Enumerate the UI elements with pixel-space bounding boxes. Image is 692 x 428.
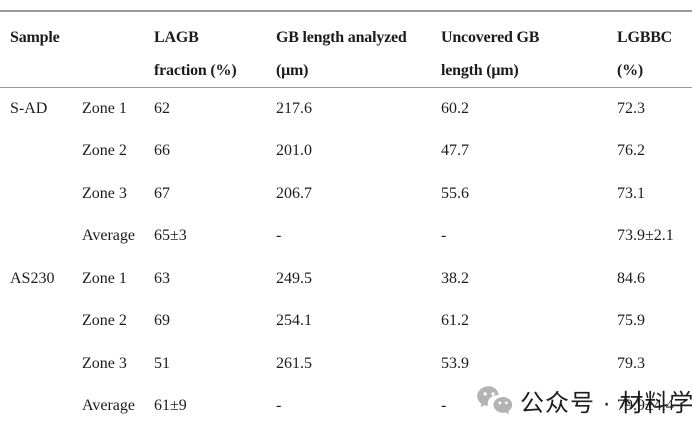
table-row: Average 65±3 - - 73.9±2.1 [0, 215, 692, 258]
table-cell: - [441, 397, 447, 415]
table-cell: 61.2 [441, 312, 469, 330]
table-cell: Zone 1 [82, 100, 127, 117]
table-cell: 261.5 [276, 354, 312, 372]
table-cell: Zone 1 [82, 269, 127, 287]
table-cell: 38.2 [441, 269, 469, 287]
table-cell [0, 130, 72, 173]
table-cell: 84.6 [617, 269, 645, 287]
table-cell: 47.7 [441, 142, 469, 160]
table-cell: S-AD [10, 100, 48, 117]
table-row: Zone 3 67 206.7 55.6 73.1 [0, 173, 692, 216]
column-header-5: LGBBC (%) [607, 11, 692, 88]
table-cell: Zone 2 [82, 312, 127, 330]
column-header-line2: (%) [617, 62, 644, 79]
column-header-4: Uncovered GB length (μm) [431, 11, 607, 88]
column-header-2: LAGB fraction (%) [144, 11, 266, 88]
table-body: S-AD Zone 1 62 217.6 60.2 72.3 Zone 2 66 201.0 47… [0, 88, 692, 428]
table-header: Sample LAGB fraction (%) GB length analyzed… [0, 11, 692, 88]
table-cell: 76.2 [617, 142, 645, 160]
table-cell: 55.6 [441, 184, 469, 202]
table-cell: 51 [154, 354, 170, 372]
table-cell: Zone 2 [82, 142, 127, 160]
table-cell: 67 [154, 184, 170, 202]
table-cell: 75.9 [617, 312, 645, 330]
table-cell: 217.6 [276, 100, 312, 117]
table-cell: Zone 3 [82, 184, 127, 202]
table-cell: Average [82, 227, 135, 245]
table-cell: 61±9 [154, 397, 187, 415]
table-row: Zone 2 66 201.0 47.7 76.2 [0, 130, 692, 173]
table-cell [0, 173, 72, 216]
wechat-icon [477, 386, 513, 415]
column-header-1 [72, 11, 144, 88]
column-header-line1: Uncovered GB [441, 29, 540, 46]
column-header-0: Sample [0, 11, 72, 88]
table-cell: 72.3 [617, 100, 645, 117]
column-header-line2: (μm) [276, 62, 309, 79]
table-cell [0, 300, 72, 343]
table-cell: 73.9±2.1 [617, 227, 674, 245]
column-header-line2: fraction (%) [154, 62, 237, 79]
table-cell: 69 [154, 312, 170, 330]
column-header-line1: Sample [10, 29, 60, 46]
column-header-line1: LGBBC [617, 29, 673, 46]
table-cell: 60.2 [441, 100, 469, 117]
watermark-text: 公众号 · 材料学网 [520, 390, 692, 417]
table-cell: 65±3 [154, 227, 187, 245]
table-cell: 62 [154, 100, 170, 117]
table-cell: Average [82, 397, 135, 415]
table-cell: - [276, 227, 282, 245]
table-cell: 206.7 [276, 184, 312, 202]
table-cell: 79.3 [617, 354, 645, 372]
table-cell [0, 343, 72, 386]
table-cell: 79.9±4.4 [617, 397, 674, 415]
header-row: Sample LAGB fraction (%) GB length analyzed… [0, 11, 692, 88]
table-cell: - [276, 397, 282, 415]
table-cell: 254.1 [276, 312, 312, 330]
table-cell: 63 [154, 269, 170, 287]
table-row: S-AD Zone 1 62 217.6 60.2 72.3 [0, 88, 692, 131]
watermark: 公众号 · 材料学网 [476, 383, 692, 418]
column-header-3: GB length analyzed (μm) [266, 11, 431, 88]
table-cell: AS230 [10, 269, 55, 287]
table-row: Zone 3 51 261.5 53.9 79.3 [0, 343, 692, 386]
table-cell: 73.1 [617, 184, 645, 202]
column-header-line1: GB length analyzed [276, 29, 407, 46]
table-cell: 201.0 [276, 142, 312, 160]
table-row: AS230 Zone 1 63 249.5 38.2 84.6 [0, 258, 692, 301]
table-cell: Zone 3 [82, 354, 127, 372]
table-cell: - [441, 227, 447, 245]
column-header-line2: length (μm) [441, 62, 519, 79]
column-header-line1: LAGB [154, 29, 199, 46]
table-row: Zone 2 69 254.1 61.2 75.9 [0, 300, 692, 343]
data-table: Sample LAGB fraction (%) GB length analyzed… [0, 10, 692, 428]
table-row: Average 61±9 - - 79.9±4.4 [0, 385, 692, 428]
table-cell: 53.9 [441, 354, 469, 372]
table-cell [0, 215, 72, 258]
table-cell: 66 [154, 142, 170, 160]
table-cell: 249.5 [276, 269, 312, 287]
table-cell [0, 385, 72, 428]
